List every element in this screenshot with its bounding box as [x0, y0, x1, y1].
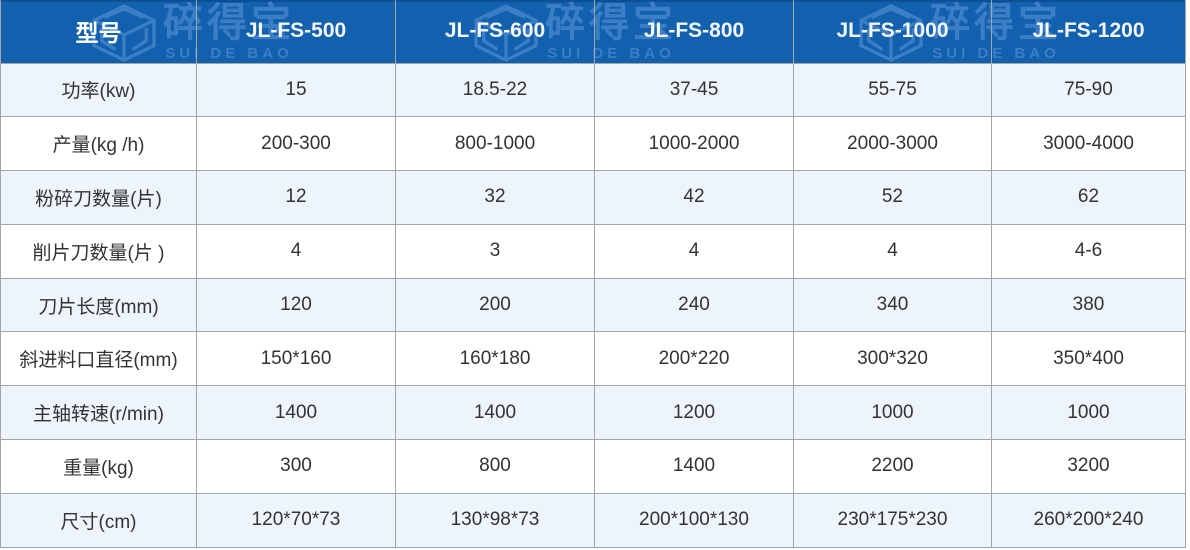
spec-value-cell: 62 — [991, 170, 1186, 225]
table-row: 粉碎刀数量(片) 12 32 42 52 62 — [0, 170, 1186, 225]
table-row: 削片刀数量(片 ) 4 3 4 4 4-6 — [0, 223, 1186, 279]
spec-value-cell: 1200 — [594, 385, 794, 441]
spec-value-cell: 1000 — [793, 385, 992, 441]
spec-value-cell: 800 — [395, 439, 595, 494]
header-row: 型号 JL-FS-500 JL-FS-600 JL-FS-800 JL-FS-1… — [0, 0, 1186, 64]
spec-value-cell: 1000-2000 — [594, 116, 794, 172]
spec-value-cell: 130*98*73 — [395, 492, 595, 548]
table-row: 重量(kg) 300 800 1400 2200 3200 — [0, 439, 1186, 494]
header-cell-model: JL-FS-600 — [395, 0, 595, 64]
spec-value-cell: 230*175*230 — [793, 492, 992, 548]
spec-value-cell: 160*180 — [395, 331, 595, 387]
table-row: 主轴转速(r/min) 1400 1400 1200 1000 1000 — [0, 385, 1186, 441]
spec-value-cell: 260*200*240 — [991, 492, 1186, 548]
spec-value-cell: 75-90 — [991, 62, 1186, 118]
spec-value-cell: 1400 — [196, 385, 396, 441]
spec-value-cell: 4 — [793, 223, 992, 279]
table-row: 斜进料口直径(mm) 150*160 160*180 200*220 300*3… — [0, 331, 1186, 387]
spec-value-cell: 55-75 — [793, 62, 992, 118]
header-cell-model: JL-FS-500 — [196, 0, 396, 64]
spec-value-cell: 1400 — [395, 385, 595, 441]
spec-value-cell: 2200 — [793, 439, 992, 494]
spec-value-cell: 1000 — [991, 385, 1186, 441]
row-label-cell: 产量(kg /h) — [0, 116, 197, 172]
spec-value-cell: 340 — [793, 277, 992, 333]
table-row: 尺寸(cm) 120*70*73 130*98*73 200*100*130 2… — [0, 492, 1186, 548]
header-cell-model: JL-FS-1200 — [991, 0, 1186, 64]
row-label-cell: 刀片长度(mm) — [0, 277, 197, 333]
row-label-cell: 主轴转速(r/min) — [0, 385, 197, 441]
spec-value-cell: 2000-3000 — [793, 116, 992, 172]
spec-value-cell: 18.5-22 — [395, 62, 595, 118]
row-label-cell: 功率(kw) — [0, 62, 197, 118]
spec-value-cell: 32 — [395, 170, 595, 225]
row-label-cell: 削片刀数量(片 ) — [0, 223, 197, 279]
header-cell-model: JL-FS-1000 — [793, 0, 992, 64]
spec-value-cell: 380 — [991, 277, 1186, 333]
row-label-cell: 重量(kg) — [0, 439, 197, 494]
spec-value-cell: 150*160 — [196, 331, 396, 387]
header-cell-model: JL-FS-800 — [594, 0, 794, 64]
spec-value-cell: 12 — [196, 170, 396, 225]
table-row: 刀片长度(mm) 120 200 240 340 380 — [0, 277, 1186, 333]
spec-value-cell: 1400 — [594, 439, 794, 494]
spec-value-cell: 200 — [395, 277, 595, 333]
spec-value-cell: 15 — [196, 62, 396, 118]
spec-value-cell: 200*220 — [594, 331, 794, 387]
spec-value-cell: 300*320 — [793, 331, 992, 387]
spec-value-cell: 800-1000 — [395, 116, 595, 172]
spec-value-cell: 52 — [793, 170, 992, 225]
row-label-cell: 尺寸(cm) — [0, 492, 197, 548]
table-row: 产量(kg /h) 200-300 800-1000 1000-2000 200… — [0, 116, 1186, 172]
row-label-cell: 粉碎刀数量(片) — [0, 170, 197, 225]
spec-value-cell: 300 — [196, 439, 396, 494]
table-row: 功率(kw) 15 18.5-22 37-45 55-75 75-90 — [0, 62, 1186, 118]
header-cell-label: 型号 — [0, 0, 197, 64]
spec-value-cell: 4-6 — [991, 223, 1186, 279]
row-label-cell: 斜进料口直径(mm) — [0, 331, 197, 387]
spec-value-cell: 3200 — [991, 439, 1186, 494]
spec-value-cell: 120*70*73 — [196, 492, 396, 548]
spec-value-cell: 120 — [196, 277, 396, 333]
spec-value-cell: 350*400 — [991, 331, 1186, 387]
spec-value-cell: 4 — [196, 223, 396, 279]
spec-value-cell: 200-300 — [196, 116, 396, 172]
spec-value-cell: 42 — [594, 170, 794, 225]
spec-value-cell: 3 — [395, 223, 595, 279]
spec-value-cell: 240 — [594, 277, 794, 333]
spec-value-cell: 200*100*130 — [594, 492, 794, 548]
spec-value-cell: 4 — [594, 223, 794, 279]
spec-value-cell: 3000-4000 — [991, 116, 1186, 172]
spec-value-cell: 37-45 — [594, 62, 794, 118]
